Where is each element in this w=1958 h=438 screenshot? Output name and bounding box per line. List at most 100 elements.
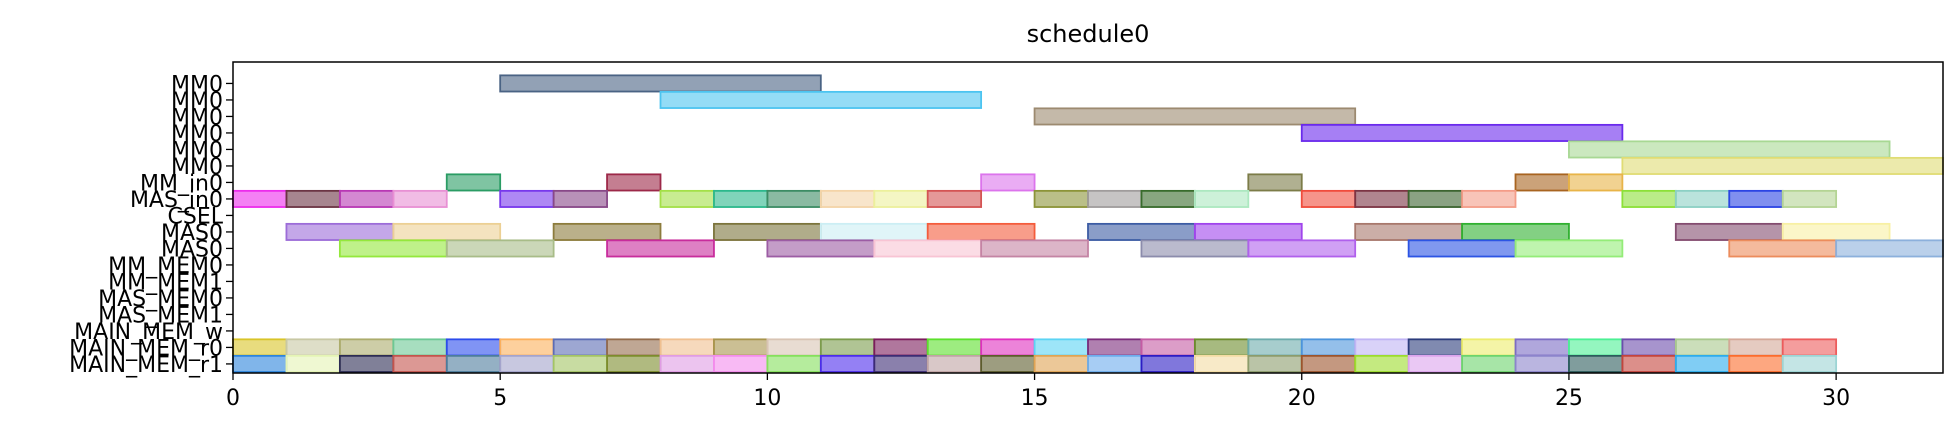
plot-frame [232,61,1944,374]
task-bar [819,189,876,208]
task-bar [285,338,341,357]
task-bar [1461,338,1517,357]
task-bar [1461,189,1517,208]
task-bar [285,222,395,241]
task-bar [606,354,662,373]
task-bar [1247,173,1303,192]
task-bar [1514,354,1570,373]
task-bar [1674,189,1731,208]
y-tick-label: MM_in0 [140,171,223,196]
task-bar [1728,189,1784,208]
task-bar [1407,189,1463,208]
task-bar [980,354,1036,373]
task-bar [1514,338,1570,357]
task-bar [445,338,502,357]
task-bar [1568,338,1624,357]
task-bar [1728,239,1838,258]
task-bar [499,354,555,373]
task-bar [1461,354,1517,373]
task-bar [552,354,608,373]
y-tick-label: MAS0 [161,237,223,262]
task-bar [338,338,395,357]
task-bar [873,354,929,373]
task-bar [606,338,662,357]
task-bar [1300,338,1357,357]
task-bar [980,239,1089,258]
task-bar [338,239,448,258]
task-bar [1781,338,1838,357]
task-bar [1033,189,1089,208]
task-bar [392,189,448,208]
task-bar [873,189,929,208]
task-bar [499,189,555,208]
task-bar [338,354,395,373]
task-bar [926,338,983,357]
task-bar [606,239,715,258]
y-tick-label: MM0 [171,89,223,114]
task-bar [873,338,929,357]
y-tick-label: MM_MEM1 [108,270,223,295]
task-bar [1621,189,1677,208]
task-bar [1300,354,1357,373]
task-bar [1354,338,1410,357]
task-bar [1674,338,1731,357]
y-tick-label: MAS_in0 [130,188,223,213]
task-bar [1033,338,1089,357]
task-bar [392,338,448,357]
task-bar [766,239,876,258]
task-bar [1193,189,1250,208]
task-bar [1728,354,1784,373]
task-bar [1621,338,1677,357]
task-bar [606,173,662,192]
y-tick-label: MM_MEM0 [108,254,223,279]
task-bar [1140,189,1196,208]
task-bar [392,354,448,373]
y-tick-label: MM0 [171,105,223,130]
task-bar [1407,338,1463,357]
task-bar [819,354,876,373]
task-bar [552,222,662,241]
task-bar [713,222,822,241]
y-tick-label: MAIN_MEM_w [74,320,223,345]
task-bar [1193,338,1250,357]
task-bar [1300,123,1624,142]
task-bar [926,354,983,373]
task-bar [1781,354,1838,373]
task-bar [232,354,288,373]
task-bar [445,239,555,258]
x-axis: 0 5 10 15 20 25 30 [226,373,1850,411]
task-bar [713,189,769,208]
task-bar [1193,222,1303,241]
task-bar [1140,239,1250,258]
task-bar [659,338,715,357]
task-bar [392,222,502,241]
task-bar [1568,354,1624,373]
task-bar [766,189,822,208]
task-bar [445,173,502,192]
task-bar [1568,140,1891,159]
task-bar [1674,354,1731,373]
task-bar [1407,354,1463,373]
task-bar [713,338,769,357]
task-bar [552,189,608,208]
task-bar [1461,222,1570,241]
task-bar [713,354,769,373]
task-bar [1354,354,1410,373]
task-bar [1514,239,1624,258]
task-bar [926,189,983,208]
task-bar [873,239,983,258]
y-tick-label: CSEL [168,204,224,229]
task-bar [819,222,929,241]
task-bar [1568,173,1624,192]
task-bar [766,338,822,357]
task-bar [980,173,1036,192]
x-tick-label: 30 [1822,386,1850,411]
task-bar [1140,338,1196,357]
task-bar [1674,222,1784,241]
task-bar [1247,239,1357,258]
task-bar [499,74,822,93]
task-bar [232,338,288,357]
task-bar [1354,222,1463,241]
